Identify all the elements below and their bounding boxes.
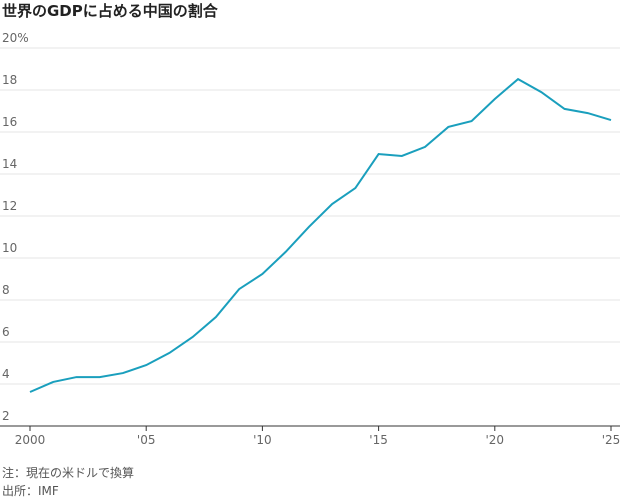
note: 注：現在の米ドルで換算 (2, 465, 134, 480)
y-tick-label: 10 (2, 241, 17, 255)
x-tick-label: '10 (253, 433, 272, 447)
y-tick-label: 6 (2, 325, 10, 339)
x-tick-label: '15 (369, 433, 388, 447)
chart-title: 世界のGDPに占める中国の割合 (2, 2, 219, 20)
y-tick-label: 20% (2, 31, 29, 45)
y-tick-label: 8 (2, 283, 10, 297)
y-tick-label: 12 (2, 199, 17, 213)
y-tick-label: 18 (2, 73, 17, 87)
line (29, 77, 612, 393)
x-tick-label: '20 (486, 433, 505, 447)
x-tick-label: '05 (137, 433, 156, 447)
source: 出所：IMF (2, 484, 59, 498)
y-tick-label: 2 (2, 409, 10, 423)
x-tick-label: '25 (602, 433, 620, 447)
x-tick-label: 2000 (15, 433, 46, 447)
y-tick-label: 4 (2, 367, 10, 381)
y-tick-label: 14 (2, 157, 17, 171)
y-tick-label: 16 (2, 115, 17, 129)
